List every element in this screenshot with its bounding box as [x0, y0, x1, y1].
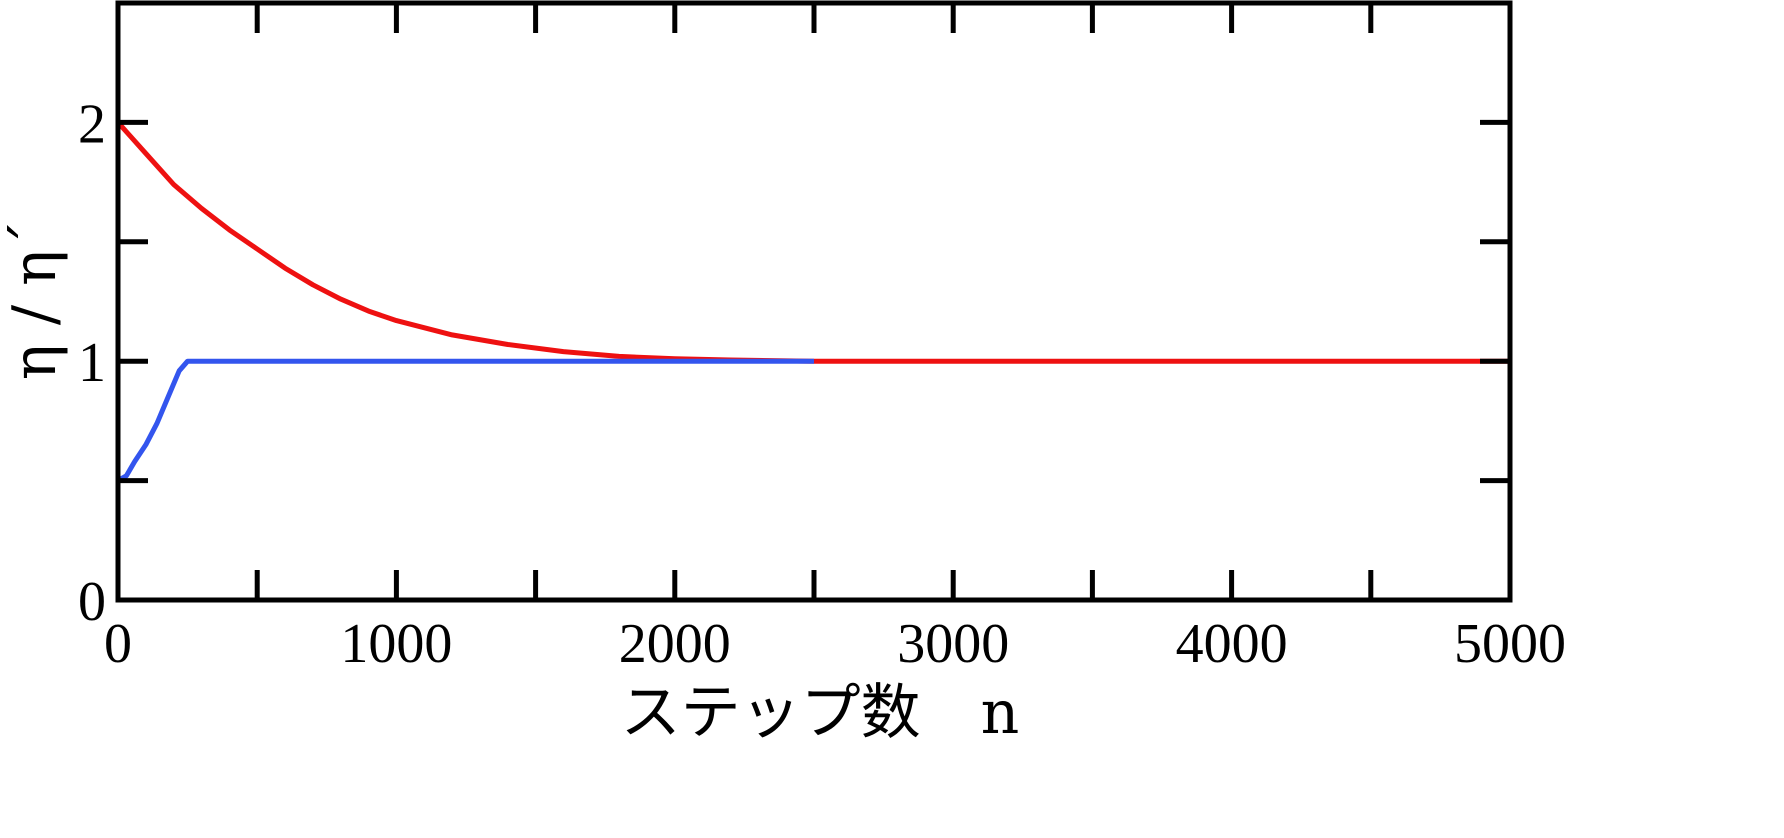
x-tick-label: 3000 — [897, 613, 1009, 675]
y-tick-label: 2 — [78, 93, 106, 155]
x-tick-label: 5000 — [1454, 613, 1566, 675]
x-tick-label: 0 — [104, 613, 132, 675]
x-tick-label: 2000 — [619, 613, 731, 675]
y-axis-title: η / η´ — [0, 220, 70, 380]
series-line-0 — [116, 120, 1510, 364]
y-tick-label: 1 — [78, 332, 106, 394]
x-tick-label: 4000 — [1176, 613, 1288, 675]
x-tick-label: 1000 — [340, 613, 452, 675]
plot-frame — [115, 0, 1513, 603]
x-axis-title: ステップ数 n — [621, 678, 1020, 748]
y-tick-label: 0 — [78, 571, 106, 633]
series-line-1 — [116, 358, 814, 483]
ticks-layer: 0 1000 2000 3000 4000 5000 0 1 2 — [78, 0, 1566, 675]
series-layer — [116, 120, 1510, 483]
